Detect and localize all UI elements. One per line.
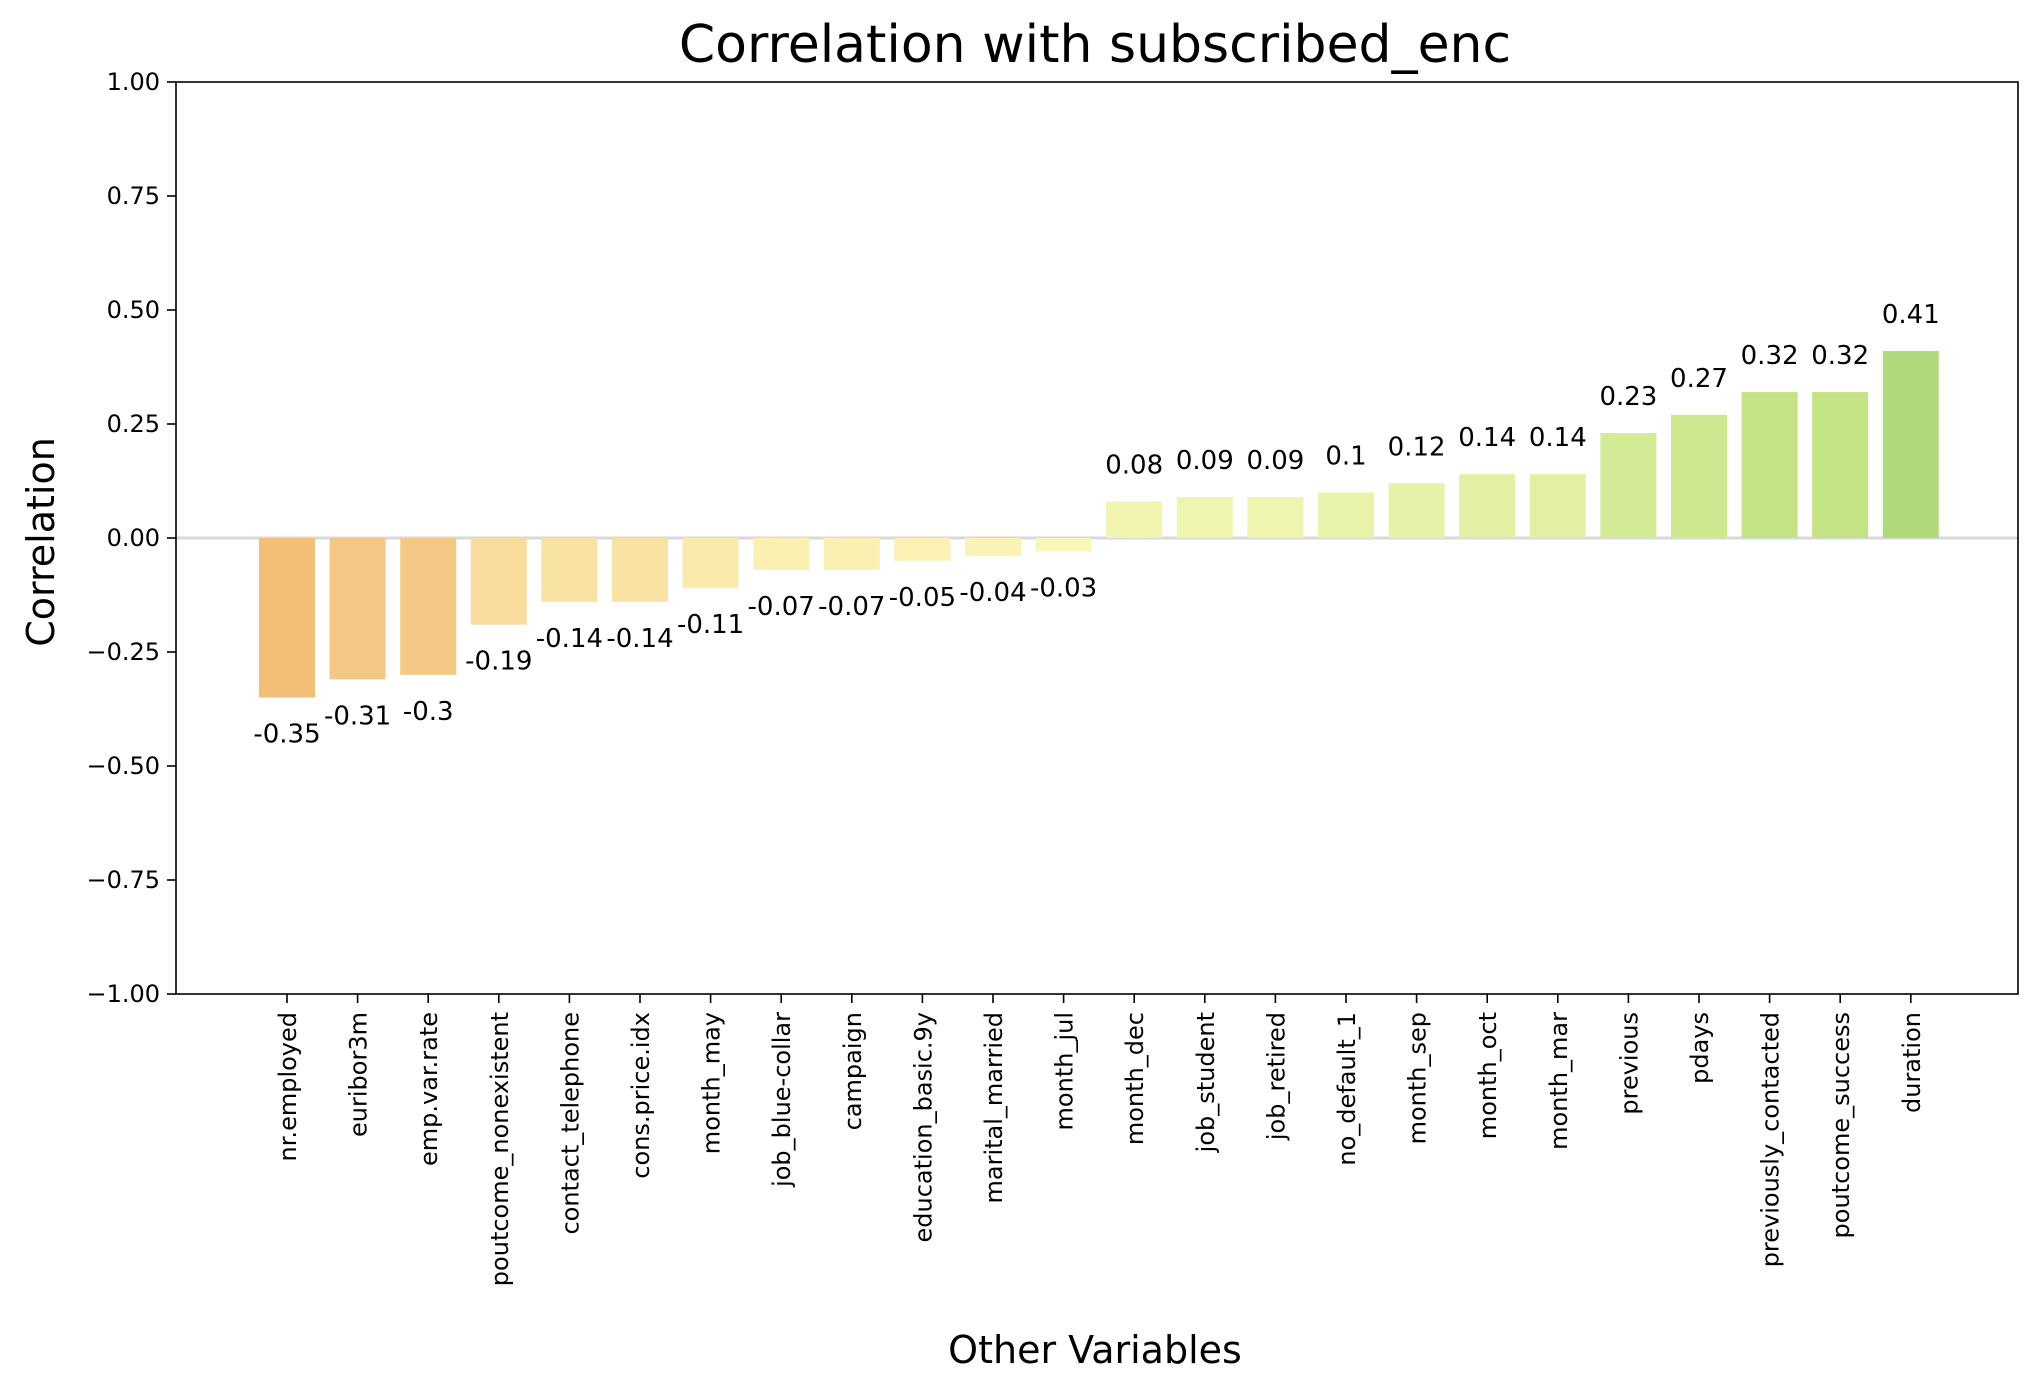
bar-pdays bbox=[1671, 414, 1727, 538]
data-label: -0.19 bbox=[465, 647, 532, 677]
bar-marital_married bbox=[965, 538, 1021, 557]
y-tick-label: 0.50 bbox=[107, 296, 160, 324]
bar-campaign bbox=[823, 538, 880, 570]
y-tick-label: 0.25 bbox=[107, 410, 160, 438]
bar-emp.var.rate bbox=[400, 538, 457, 675]
bar-month_jul bbox=[1035, 538, 1092, 552]
data-label: 0.14 bbox=[1458, 423, 1516, 453]
data-label: 0.1 bbox=[1325, 441, 1366, 471]
data-label: 0.23 bbox=[1599, 382, 1657, 412]
x-tick-label: month_sep bbox=[1404, 1012, 1432, 1144]
data-label: 0.32 bbox=[1741, 341, 1799, 371]
chart-title: Correlation with subscribed_enc bbox=[679, 15, 1511, 75]
bar-month_oct bbox=[1459, 474, 1516, 538]
x-tick-label: marital_married bbox=[980, 1012, 1008, 1203]
plot-area: -0.35 nr.employed -0.31 euribor3m -0.3 emp.va… bbox=[86, 68, 2019, 1286]
bar-month_mar bbox=[1529, 474, 1586, 538]
y-axis-label: Correlation bbox=[19, 437, 63, 647]
x-tick-label: previously_contacted bbox=[1757, 1012, 1785, 1267]
data-label: 0.09 bbox=[1246, 446, 1304, 476]
x-tick-label: month_may bbox=[698, 1012, 726, 1154]
y-tick-label: −0.25 bbox=[86, 638, 160, 666]
bar-nr.employed bbox=[259, 538, 315, 698]
x-tick-label: no_default_1 bbox=[1333, 1012, 1361, 1166]
data-label: -0.05 bbox=[889, 583, 956, 613]
x-tick-label: duration bbox=[1898, 1012, 1926, 1113]
bar-job_retired bbox=[1247, 496, 1304, 538]
bar-euribor3m bbox=[329, 538, 386, 680]
data-label: 0.32 bbox=[1811, 341, 1869, 371]
x-tick-label: nr.employed bbox=[274, 1012, 302, 1161]
data-label: -0.03 bbox=[1030, 574, 1097, 604]
x-tick-label: cons.price.idx bbox=[627, 1012, 655, 1179]
plot-frame bbox=[175, 81, 2019, 995]
x-tick-label: emp.var.rate bbox=[415, 1012, 443, 1166]
x-tick-label: education_basic.9y bbox=[909, 1012, 937, 1243]
bar-job_blue-collar bbox=[753, 538, 810, 570]
data-label: -0.3 bbox=[403, 697, 454, 727]
data-label: -0.14 bbox=[536, 624, 603, 654]
bar-cons.price.idx bbox=[612, 538, 668, 602]
x-tick-label: pdays bbox=[1686, 1012, 1714, 1084]
bar-month_may bbox=[682, 538, 739, 589]
y-tick-label: 0.75 bbox=[107, 182, 160, 210]
x-tick-label: campaign bbox=[839, 1012, 867, 1130]
bar-education_basic.9y bbox=[894, 538, 951, 561]
x-tick-label: month_oct bbox=[1474, 1012, 1502, 1139]
x-tick-label: job_blue-collar bbox=[768, 1012, 796, 1188]
bar-previous bbox=[1600, 433, 1657, 538]
bar-contact_telephone bbox=[541, 538, 598, 602]
bar-previously_contacted bbox=[1741, 392, 1798, 538]
y-tick-label: −1.00 bbox=[86, 980, 160, 1008]
data-label: 0.27 bbox=[1670, 364, 1728, 394]
x-tick-label: job_student bbox=[1192, 1012, 1220, 1153]
x-tick-label: job_retired bbox=[1262, 1012, 1290, 1141]
y-tick-label: −0.50 bbox=[86, 752, 160, 780]
x-tick-label: month_jul bbox=[1051, 1012, 1079, 1130]
data-label: 0.14 bbox=[1529, 423, 1587, 453]
data-label: 0.08 bbox=[1105, 451, 1163, 481]
bar-duration bbox=[1882, 351, 1939, 538]
x-tick-label: contact_telephone bbox=[556, 1012, 584, 1235]
x-tick-label: month_mar bbox=[1545, 1012, 1573, 1150]
data-label: -0.07 bbox=[818, 592, 885, 622]
data-label: -0.11 bbox=[677, 610, 744, 640]
bar-poutcome_nonexistent bbox=[470, 538, 527, 625]
x-tick-label: previous bbox=[1615, 1012, 1643, 1115]
y-tick-label: 1.00 bbox=[107, 68, 160, 96]
data-label: -0.04 bbox=[959, 578, 1026, 608]
x-tick-label: poutcome_nonexistent bbox=[486, 1012, 514, 1286]
data-label: 0.41 bbox=[1882, 300, 1940, 330]
data-label: -0.35 bbox=[253, 720, 320, 750]
data-label: -0.07 bbox=[748, 592, 815, 622]
x-tick-label: euribor3m bbox=[345, 1012, 373, 1137]
data-label: -0.14 bbox=[606, 624, 673, 654]
y-tick-label: −0.75 bbox=[86, 866, 160, 894]
bar-poutcome_success bbox=[1812, 392, 1869, 538]
y-tick-label: 0.00 bbox=[107, 524, 160, 552]
data-label: -0.31 bbox=[324, 701, 391, 731]
bar-month_dec bbox=[1106, 501, 1163, 538]
data-label: 0.12 bbox=[1388, 432, 1446, 462]
bar-job_student bbox=[1176, 496, 1233, 538]
bar-month_sep bbox=[1388, 483, 1445, 538]
x-axis-label: Other Variables bbox=[948, 1328, 1242, 1372]
data-label: 0.09 bbox=[1176, 446, 1234, 476]
x-tick-label: month_dec bbox=[1121, 1012, 1149, 1145]
x-tick-label: poutcome_success bbox=[1827, 1012, 1855, 1238]
bar-no_default_1 bbox=[1318, 492, 1374, 538]
